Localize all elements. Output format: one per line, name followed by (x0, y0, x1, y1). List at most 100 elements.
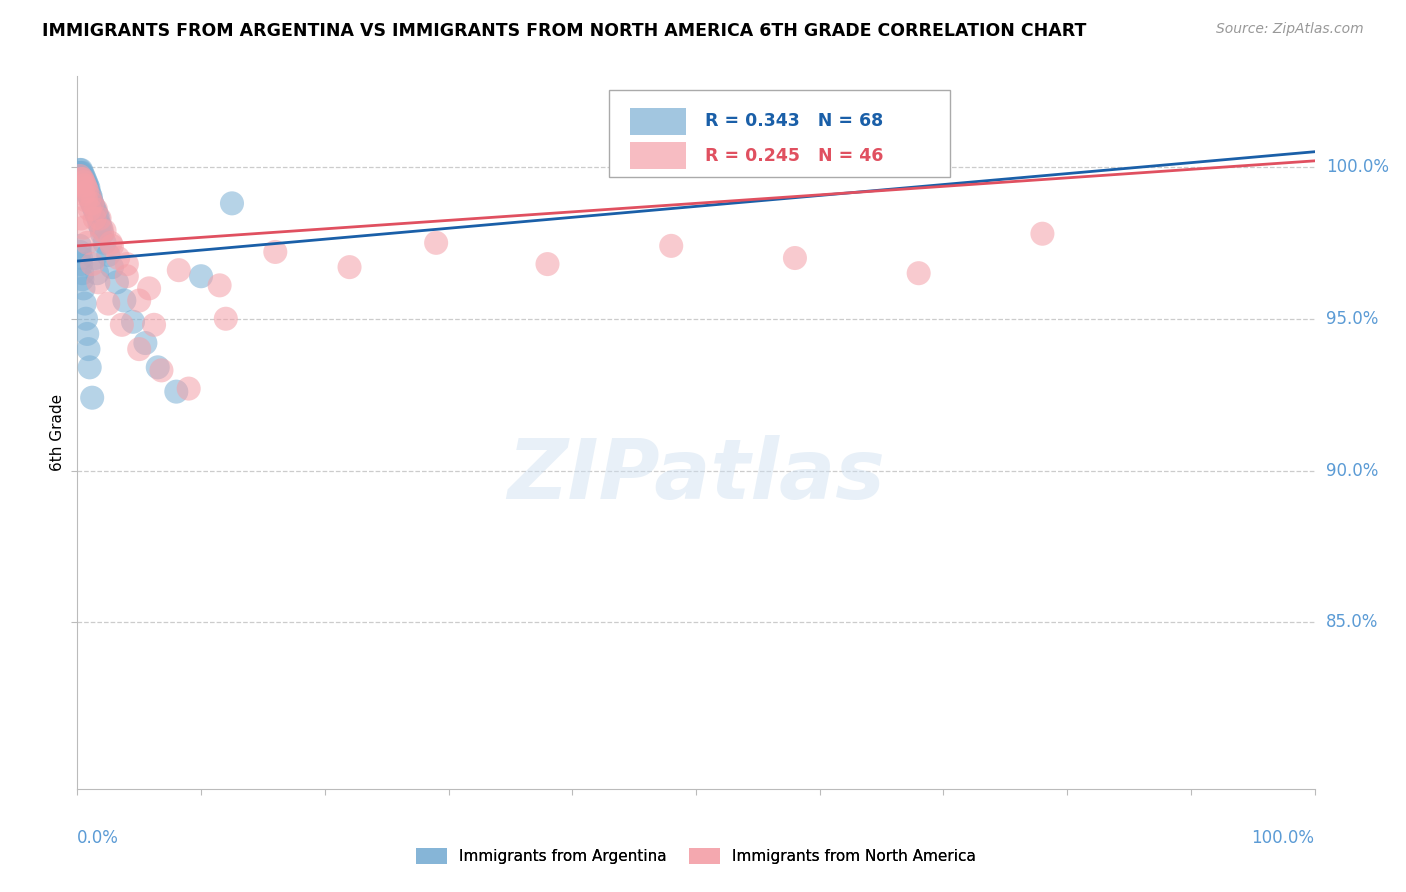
Point (134, 336, 156, 351)
Point (69, 169, 91, 183)
Point (75, 184, 97, 198)
Point (150, 363, 173, 377)
Point (79, 187, 101, 202)
Point (73, 178, 96, 193)
Text: Source: ZipAtlas.com: Source: ZipAtlas.com (1216, 22, 1364, 37)
Point (75, 311, 97, 326)
Point (339, 260, 361, 274)
Point (70, 172, 93, 186)
Point (69, 172, 91, 186)
Point (84, 202, 107, 217)
Point (93, 224, 115, 238)
Point (75, 181, 97, 195)
Point (76, 178, 98, 193)
Point (72, 172, 94, 186)
Point (72, 178, 94, 193)
Text: 90.0%: 90.0% (1326, 461, 1378, 480)
Point (91, 224, 114, 238)
Point (72, 175, 94, 189)
Text: R = 0.245   N = 46: R = 0.245 N = 46 (704, 147, 883, 165)
Point (72, 175, 94, 189)
Point (73, 175, 96, 189)
Point (208, 278, 231, 293)
Text: R = 0.343   N = 68: R = 0.343 N = 68 (704, 112, 883, 130)
Point (177, 382, 200, 396)
Point (107, 251, 129, 265)
Point (69, 163, 91, 178)
Point (79, 190, 101, 204)
Point (76, 184, 98, 198)
Point (101, 239, 124, 253)
Point (75, 178, 97, 193)
Point (72, 187, 94, 202)
Point (72, 172, 94, 186)
Point (80, 190, 103, 204)
Text: 95.0%: 95.0% (1326, 310, 1378, 327)
Point (93, 235, 115, 250)
Point (73, 296, 96, 310)
Point (79, 360, 101, 375)
Point (115, 269, 138, 284)
Point (80, 194, 103, 208)
Point (221, 196, 243, 211)
Point (70, 166, 93, 180)
Point (264, 244, 287, 259)
Point (72, 281, 94, 295)
Point (907, 266, 929, 280)
Point (97, 296, 120, 310)
Point (70, 175, 93, 189)
Point (86, 266, 108, 280)
Point (111, 318, 134, 332)
Point (77, 181, 100, 195)
Point (82, 257, 104, 271)
Point (79, 190, 101, 204)
Text: 0.0%: 0.0% (77, 829, 120, 847)
Point (73, 172, 96, 186)
FancyBboxPatch shape (609, 90, 949, 178)
Point (83, 202, 105, 217)
Legend: Immigrants from Argentina, Immigrants from North America: Immigrants from Argentina, Immigrants fr… (416, 848, 976, 863)
Point (70, 172, 93, 186)
Point (143, 318, 166, 332)
Point (100, 235, 122, 250)
Point (83, 251, 105, 265)
Point (167, 263, 190, 277)
Point (75, 175, 97, 189)
Point (146, 360, 169, 375)
Point (67, 172, 90, 186)
Point (75, 194, 97, 208)
Point (115, 257, 138, 271)
Point (72, 166, 94, 180)
Point (67, 166, 90, 180)
Point (79, 202, 101, 217)
Point (69, 244, 91, 259)
Point (425, 235, 447, 250)
Point (86, 209, 108, 223)
Point (70, 257, 93, 271)
FancyBboxPatch shape (630, 108, 686, 135)
Point (783, 251, 806, 265)
Point (72, 266, 94, 280)
Point (87, 275, 110, 289)
Text: IMMIGRANTS FROM ARGENTINA VS IMMIGRANTS FROM NORTH AMERICA 6TH GRADE CORRELATION: IMMIGRANTS FROM ARGENTINA VS IMMIGRANTS … (42, 22, 1087, 40)
Point (73, 181, 96, 195)
Point (72, 220, 94, 235)
Point (536, 257, 558, 271)
Point (101, 260, 124, 274)
Point (72, 169, 94, 183)
Point (128, 342, 150, 356)
Point (76, 181, 98, 195)
Point (69, 169, 91, 183)
Point (67, 169, 90, 183)
Point (165, 384, 187, 399)
Point (215, 311, 238, 326)
Text: 100.0%: 100.0% (1251, 829, 1315, 847)
Point (122, 315, 145, 329)
Text: ZIPatlas: ZIPatlas (508, 435, 884, 516)
Point (82, 199, 104, 213)
Point (70, 251, 93, 265)
Point (89, 218, 111, 232)
Point (72, 169, 94, 183)
Point (87, 211, 110, 226)
Point (70, 211, 93, 226)
